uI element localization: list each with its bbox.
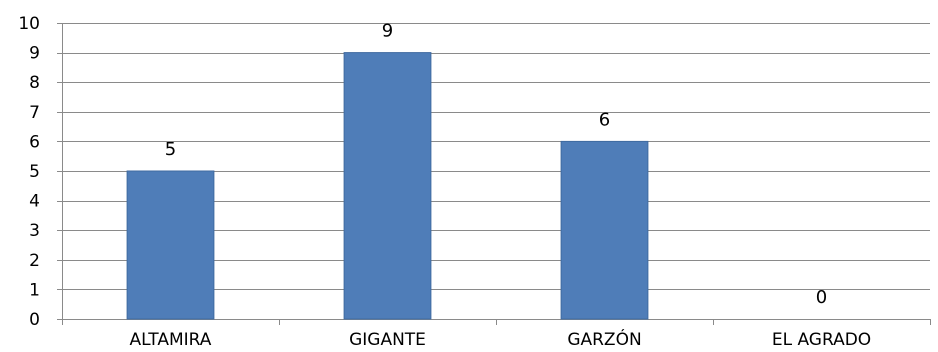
bar-0 [126, 170, 215, 320]
category-label-0: ALTAMIRA [130, 330, 212, 350]
y-tick-label-9: 9 [29, 44, 40, 64]
y-tick-label-10: 10 [18, 14, 40, 34]
y-tick-label-8: 8 [29, 73, 40, 93]
category-label-3: EL AGRADO [772, 330, 871, 350]
y-tick-labels: 0 1 2 3 4 5 6 7 8 9 10 [18, 14, 40, 330]
data-label-3: 0 [816, 287, 827, 308]
y-tick-label-2: 2 [29, 251, 40, 271]
data-label-1: 9 [382, 21, 393, 42]
bar-2 [560, 140, 649, 320]
data-labels: 5 9 6 0 [165, 21, 827, 308]
category-label-1: GIGANTE [349, 330, 426, 350]
y-tick-label-7: 7 [29, 103, 40, 123]
data-label-2: 6 [599, 109, 610, 130]
y-tick-label-0: 0 [29, 310, 40, 330]
bar-1 [343, 52, 432, 320]
category-label-2: GARZÓN [567, 328, 641, 350]
y-tick-label-1: 1 [29, 280, 40, 300]
y-tick-label-3: 3 [29, 221, 40, 241]
x-category-labels: ALTAMIRA GIGANTE GARZÓN EL AGRADO [130, 328, 872, 350]
axes [57, 23, 931, 325]
data-label-0: 5 [165, 139, 176, 160]
y-tick-label-6: 6 [29, 132, 40, 152]
y-tick-label-5: 5 [29, 162, 40, 182]
bars [126, 52, 649, 320]
y-tick-label-4: 4 [29, 192, 40, 212]
